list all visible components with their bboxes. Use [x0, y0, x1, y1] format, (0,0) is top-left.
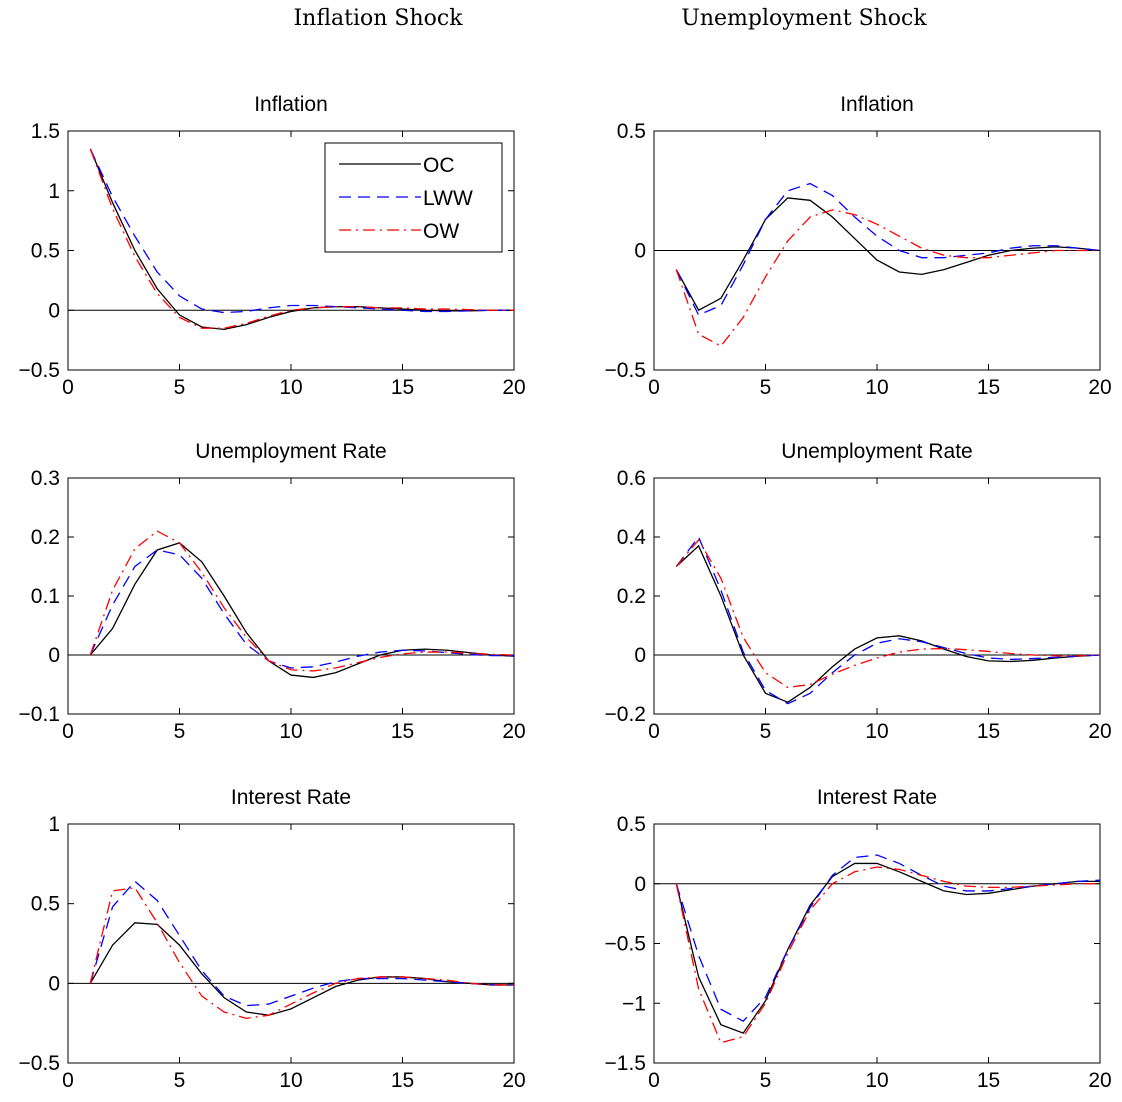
y-tick-label: 0	[634, 873, 646, 896]
y-tick-label: 0.6	[617, 467, 646, 490]
y-tick-label: 0.3	[31, 467, 60, 490]
axes-box	[67, 477, 515, 715]
y-tick-label: 1.5	[31, 120, 60, 143]
y-tick-label: 0.4	[617, 526, 647, 549]
legend: OC LWW OW	[324, 142, 503, 253]
y-tick-label: 0.2	[617, 585, 646, 608]
y-tick-label: 0	[634, 644, 646, 667]
y-tick-label: −0.5	[605, 359, 646, 382]
x-tick-label: 0	[648, 376, 660, 399]
axes-title: Inflation	[254, 93, 328, 116]
x-tick-label: 5	[760, 376, 772, 399]
y-tick-label: −0.5	[19, 1052, 60, 1075]
legend-label-lww: LWW	[423, 187, 473, 210]
x-tick-label: 20	[502, 720, 525, 743]
y-tick-label: 0	[48, 644, 60, 667]
y-tick-label: 1	[48, 180, 60, 203]
x-tick-label: 15	[977, 1069, 1000, 1092]
y-tick-label: −0.5	[605, 933, 646, 956]
x-tick-label: 10	[865, 720, 888, 743]
y-tick-label: 0	[48, 972, 60, 995]
y-tick-label: 0	[634, 240, 646, 263]
x-tick-label: 5	[174, 720, 186, 743]
axes-title: Unemployment Rate	[195, 440, 386, 463]
axes-title: Interest Rate	[231, 786, 351, 809]
x-tick-label: 10	[865, 1069, 888, 1092]
series-line-lww	[675, 535, 1101, 705]
axes-box	[653, 823, 1101, 1064]
series-line-oc	[675, 544, 1101, 703]
y-tick-label: 0.5	[31, 893, 60, 916]
series-line-oc	[89, 542, 515, 679]
series-line-lww	[675, 854, 1101, 1022]
x-tick-label: 15	[391, 376, 414, 399]
series-line-oc	[675, 197, 1101, 312]
panel-unemployment-shock-interest-rate: Interest Rate 0 5 10 15 20 −1.5 −1 −0.5 0 0.5	[605, 786, 1112, 1092]
y-tick-label: 0.2	[31, 526, 60, 549]
series-line-oc	[89, 922, 514, 1016]
y-tick-label: 0.5	[617, 813, 646, 836]
x-tick-label: 10	[865, 376, 888, 399]
axes-title: Unemployment Rate	[781, 440, 972, 463]
y-tick-label: 0	[48, 299, 60, 322]
x-tick-label: 15	[977, 376, 1000, 399]
y-tick-label: −0.1	[19, 703, 60, 726]
x-tick-label: 0	[648, 1069, 660, 1092]
series-line-ow	[675, 538, 1101, 689]
series-line-ow	[675, 209, 1100, 347]
series-line-ow	[89, 887, 514, 1020]
y-tick-label: 0.1	[31, 585, 60, 608]
x-tick-label: 0	[62, 720, 74, 743]
x-tick-label: 15	[391, 1069, 414, 1092]
x-tick-label: 20	[1088, 1069, 1111, 1092]
x-tick-label: 20	[502, 376, 525, 399]
x-tick-label: 5	[174, 376, 186, 399]
axes-box	[67, 823, 515, 1064]
x-tick-label: 20	[1088, 720, 1111, 743]
legend-label-ow: OW	[423, 220, 459, 243]
legend-label-oc: OC	[423, 154, 455, 177]
series-line-ow	[89, 530, 515, 672]
y-tick-label: −0.2	[605, 703, 646, 726]
column-title-unemployment-shock: Unemployment Shock	[681, 6, 927, 31]
x-tick-label: 0	[62, 376, 74, 399]
x-tick-label: 0	[648, 720, 660, 743]
y-tick-label: 0.5	[31, 240, 60, 263]
x-tick-label: 20	[1088, 376, 1111, 399]
series-line-ow	[675, 866, 1100, 1044]
y-tick-label: 0.5	[617, 120, 646, 143]
series-line-lww	[89, 880, 514, 1007]
x-tick-label: 5	[760, 720, 772, 743]
x-tick-label: 5	[760, 1069, 772, 1092]
axes-title: Interest Rate	[817, 786, 937, 809]
y-tick-label: −1	[622, 992, 646, 1015]
series-line-lww	[89, 549, 514, 669]
legend-box	[324, 142, 503, 253]
axes-title: Inflation	[840, 93, 914, 116]
x-tick-label: 10	[279, 376, 302, 399]
x-tick-label: 20	[502, 1069, 525, 1092]
y-tick-label: −1.5	[605, 1052, 646, 1075]
column-title-inflation-shock: Inflation Shock	[293, 6, 463, 31]
series-line-lww	[89, 148, 514, 314]
series-line-oc	[675, 862, 1100, 1034]
x-tick-label: 10	[279, 720, 302, 743]
x-tick-label: 10	[279, 1069, 302, 1092]
y-tick-label: 1	[48, 813, 60, 836]
series-line-ow	[89, 148, 514, 329]
x-tick-label: 0	[62, 1069, 74, 1092]
series-line-lww	[675, 182, 1101, 316]
y-tick-label: −0.5	[19, 359, 60, 382]
x-tick-label: 15	[977, 720, 1000, 743]
x-tick-label: 5	[174, 1069, 186, 1092]
x-tick-label: 15	[391, 720, 414, 743]
